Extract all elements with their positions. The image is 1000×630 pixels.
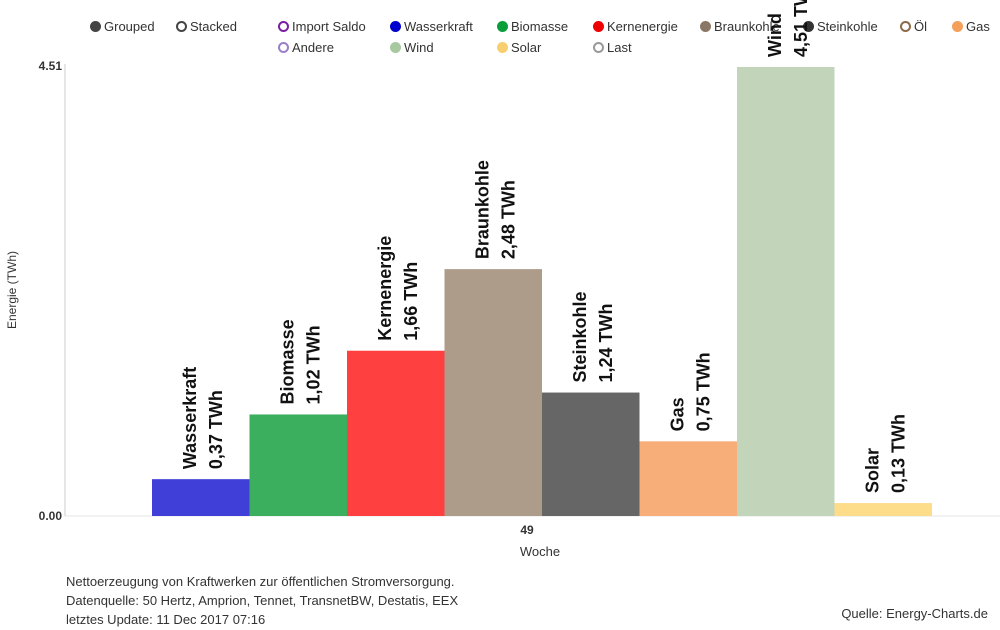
legend-marker-icon [497, 21, 508, 32]
legend-item-steinkohle[interactable]: Steinkohle [803, 19, 878, 34]
footnote-data-source: Datenquelle: 50 Hertz, Amprion, Tennet, … [66, 593, 459, 608]
x-tick-label: 49 [520, 523, 534, 537]
data-label-value: 1,66 TWh [401, 262, 421, 341]
legend-item-gas[interactable]: Gas [952, 19, 990, 34]
legend-marker-icon [278, 21, 289, 32]
bar-chart: 4.51 0.00 Energie (TWh) 49 Woche Wasserk… [5, 0, 1000, 559]
legend-marker-icon [176, 21, 187, 32]
data-label-name: Wasserkraft [180, 367, 200, 469]
legend-label: Stacked [190, 19, 237, 34]
legend-marker-icon [390, 21, 401, 32]
bar-gas[interactable] [639, 441, 738, 516]
legend-label: Import Saldo [292, 19, 366, 34]
legend-label: Last [607, 40, 632, 55]
legend-label: Braunkohle [714, 19, 780, 34]
footnote-update: letztes Update: 11 Dec 2017 07:16 [66, 612, 266, 627]
legend-label: Wind [404, 40, 434, 55]
legend-marker-icon [90, 21, 101, 32]
legend-item-kernenergie[interactable]: Kernenergie [593, 19, 678, 34]
footnote-description: Nettoerzeugung von Kraftwerken zur öffen… [66, 574, 455, 589]
legend-item-öl[interactable]: Öl [900, 19, 927, 34]
x-axis-label: Woche [520, 544, 560, 559]
source-credit[interactable]: Quelle: Energy-Charts.de [841, 606, 988, 621]
bar-solar[interactable] [834, 503, 933, 516]
data-label-name: Biomasse [277, 319, 297, 404]
legend-marker-icon [390, 42, 401, 53]
data-label-value: 0,37 TWh [206, 390, 226, 469]
legend-marker-icon [803, 21, 814, 32]
legend-item-braunkohle[interactable]: Braunkohle [700, 19, 780, 34]
data-label-value: 1,24 TWh [596, 304, 616, 383]
legend-item-solar[interactable]: Solar [497, 40, 541, 55]
data-label-name: Gas [667, 397, 687, 431]
bar-biomasse[interactable] [249, 414, 348, 516]
legend-item-wind[interactable]: Wind [390, 40, 434, 55]
data-label-name: Solar [862, 448, 882, 493]
bar-braunkohle[interactable] [444, 269, 543, 516]
legend-label: Gas [966, 19, 990, 34]
legend-item-biomasse[interactable]: Biomasse [497, 19, 568, 34]
bar-wasserkraft[interactable] [152, 479, 250, 516]
legend-marker-icon [952, 21, 963, 32]
legend-item-last[interactable]: Last [593, 40, 632, 55]
legend-item-stacked[interactable]: Stacked [176, 19, 237, 34]
data-label-value: 0,75 TWh [693, 352, 713, 431]
legend-label: Steinkohle [817, 19, 878, 34]
bar-wind[interactable] [737, 67, 835, 516]
chart-footnote: Nettoerzeugung von Kraftwerken zur öffen… [66, 572, 458, 629]
bar-steinkohle[interactable] [542, 392, 640, 516]
legend-marker-icon [700, 21, 711, 32]
legend-marker-icon [278, 42, 289, 53]
legend-label: Biomasse [511, 19, 569, 34]
legend-item-andere[interactable]: Andere [278, 40, 334, 55]
data-label-value: 1,02 TWh [303, 325, 323, 404]
legend-item-wasserkraft[interactable]: Wasserkraft [390, 19, 473, 34]
legend-item-grouped[interactable]: Grouped [90, 19, 155, 34]
data-label-value: 2,48 TWh [498, 180, 518, 259]
data-label-value: 0,13 TWh [888, 414, 908, 493]
data-label-name: Kernenergie [375, 236, 395, 341]
legend-marker-icon [497, 42, 508, 53]
legend-marker-icon [593, 21, 604, 32]
y-tick-zero: 0.00 [39, 509, 63, 523]
bar-kernenergie[interactable] [347, 350, 445, 516]
y-axis-label: Energie (TWh) [5, 251, 19, 329]
data-label-value: 4,51 TWh [791, 0, 811, 57]
legend-label: Andere [292, 40, 334, 55]
y-tick-max: 4.51 [39, 59, 63, 73]
legend-label: Kernenergie [607, 19, 678, 34]
legend-label: Öl [914, 19, 927, 34]
legend-label: Grouped [104, 19, 155, 34]
legend-label: Wasserkraft [404, 19, 473, 34]
data-label-name: Steinkohle [570, 292, 590, 383]
data-label-name: Braunkohle [472, 160, 492, 259]
legend-label: Solar [511, 40, 542, 55]
data-label-name: Wind [765, 13, 785, 57]
legend-marker-icon [593, 42, 604, 53]
legend-item-import-saldo[interactable]: Import Saldo [278, 19, 366, 34]
legend-marker-icon [900, 21, 911, 32]
